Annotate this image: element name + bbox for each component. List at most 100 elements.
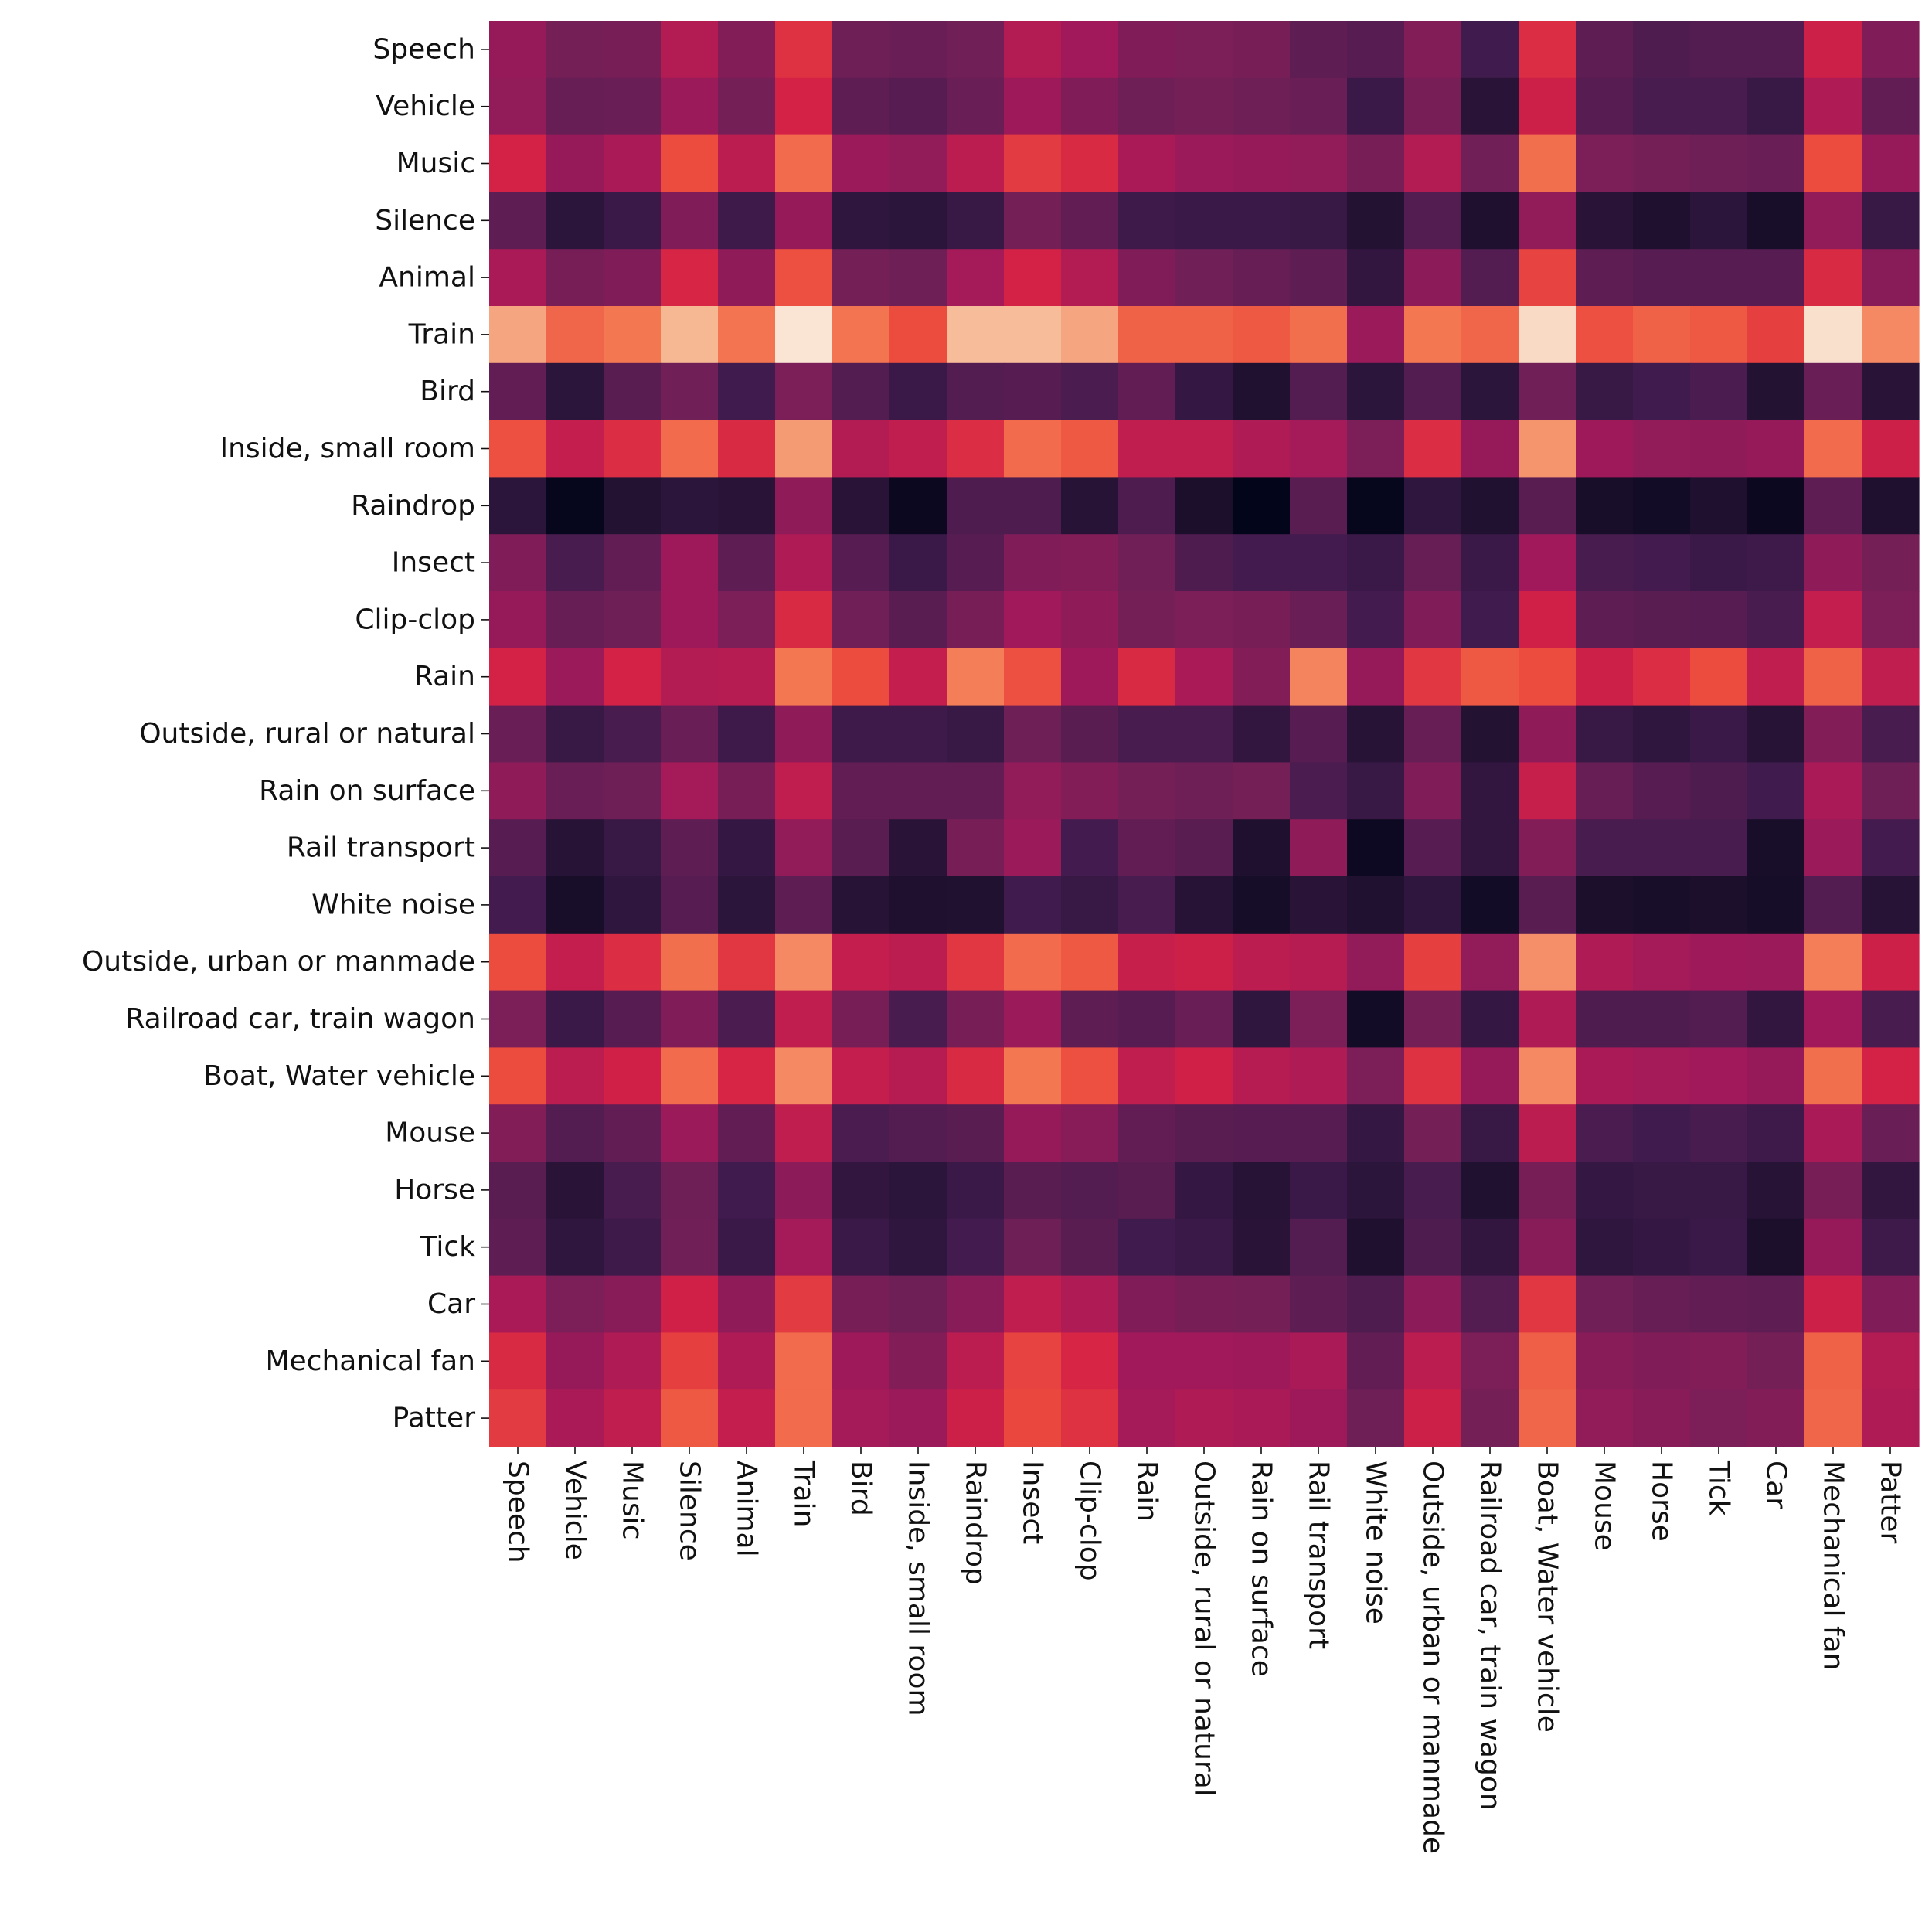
heatmap-cell bbox=[1690, 933, 1748, 992]
heatmap-cell bbox=[1118, 477, 1176, 535]
heatmap-cell bbox=[546, 933, 604, 992]
heatmap-cell bbox=[718, 1332, 776, 1390]
heatmap-cell bbox=[1404, 134, 1462, 192]
heatmap-cell bbox=[1519, 591, 1577, 649]
heatmap-cell bbox=[604, 705, 662, 763]
heatmap-cell bbox=[1347, 1104, 1405, 1162]
heatmap-cell bbox=[947, 1162, 1005, 1219]
heatmap-cell bbox=[489, 1389, 547, 1447]
heatmap-cell bbox=[1290, 705, 1348, 763]
heatmap-cell bbox=[832, 1275, 890, 1333]
heatmap-cell bbox=[1290, 77, 1348, 136]
heatmap-cell bbox=[832, 477, 890, 535]
heatmap-cell bbox=[947, 648, 1005, 706]
heatmap-cell bbox=[1061, 477, 1119, 535]
heatmap-cell bbox=[661, 1332, 719, 1390]
heatmap-cell bbox=[718, 534, 776, 592]
heatmap-cell bbox=[1576, 306, 1634, 364]
heatmap-cell bbox=[489, 1218, 547, 1277]
heatmap-cell bbox=[1747, 134, 1805, 192]
heatmap-cell bbox=[1576, 477, 1634, 535]
heatmap-cell bbox=[1690, 192, 1748, 250]
heatmap-cell bbox=[489, 134, 547, 192]
heatmap-cell bbox=[1576, 1104, 1634, 1162]
heatmap-cell bbox=[775, 591, 833, 649]
heatmap-cell bbox=[1747, 705, 1805, 763]
heatmap-cell bbox=[1862, 306, 1920, 364]
heatmap-cell bbox=[489, 362, 547, 421]
x-tick-label: Rain bbox=[1131, 1461, 1163, 1522]
heatmap-cell bbox=[1633, 477, 1691, 535]
heatmap-cell bbox=[1061, 1275, 1119, 1333]
heatmap-cell bbox=[1862, 534, 1920, 592]
heatmap-cell bbox=[1461, 1218, 1519, 1277]
heatmap-cell bbox=[1633, 819, 1691, 877]
heatmap-cell bbox=[661, 762, 719, 820]
heatmap-cell bbox=[1633, 249, 1691, 307]
heatmap-cell bbox=[546, 876, 604, 934]
heatmap-cell bbox=[832, 1218, 890, 1277]
heatmap-cell bbox=[1118, 591, 1176, 649]
heatmap-cell bbox=[1404, 1275, 1462, 1333]
heatmap-cell bbox=[1004, 705, 1062, 763]
heatmap-cell bbox=[775, 876, 833, 934]
heatmap-cell bbox=[1633, 933, 1691, 992]
heatmap-cell bbox=[1633, 1218, 1691, 1277]
heatmap-cell bbox=[889, 1162, 947, 1219]
y-tick-label: Silence bbox=[375, 205, 475, 236]
heatmap-cell bbox=[1175, 705, 1233, 763]
heatmap-cell bbox=[832, 21, 890, 79]
heatmap-cell bbox=[1175, 77, 1233, 136]
heatmap-cell bbox=[1118, 362, 1176, 421]
heatmap-cell bbox=[1175, 1047, 1233, 1105]
heatmap-cell bbox=[1118, 21, 1176, 79]
heatmap-cell bbox=[947, 362, 1005, 421]
heatmap-cell bbox=[1004, 21, 1062, 79]
heatmap-cell bbox=[1004, 648, 1062, 706]
heatmap-cell bbox=[718, 362, 776, 421]
heatmap-cell bbox=[832, 420, 890, 478]
heatmap-cell bbox=[1633, 362, 1691, 421]
heatmap-cell bbox=[1061, 362, 1119, 421]
heatmap-cell bbox=[1233, 1104, 1291, 1162]
heatmap-cell bbox=[889, 876, 947, 934]
heatmap-cell bbox=[1804, 705, 1862, 763]
heatmap-cell bbox=[1004, 134, 1062, 192]
heatmap-cell bbox=[604, 306, 662, 364]
heatmap-cell bbox=[889, 192, 947, 250]
heatmap-cell bbox=[1690, 77, 1748, 136]
heatmap-cell bbox=[1004, 1104, 1062, 1162]
heatmap-cell bbox=[1519, 819, 1577, 877]
heatmap-cell bbox=[1690, 249, 1748, 307]
heatmap-cell bbox=[489, 534, 547, 592]
heatmap-cell bbox=[889, 134, 947, 192]
heatmap-cell bbox=[1576, 876, 1634, 934]
heatmap-cell bbox=[1690, 21, 1748, 79]
heatmap-cell bbox=[1061, 933, 1119, 992]
heatmap-cell bbox=[661, 192, 719, 250]
heatmap-cell bbox=[604, 1332, 662, 1390]
heatmap-cell bbox=[832, 1162, 890, 1219]
heatmap-cell bbox=[947, 1275, 1005, 1333]
heatmap-cell bbox=[1004, 1275, 1062, 1333]
heatmap-cell bbox=[1175, 192, 1233, 250]
heatmap-cell bbox=[1633, 1389, 1691, 1447]
heatmap-cell bbox=[489, 1275, 547, 1333]
heatmap-cell bbox=[1576, 591, 1634, 649]
heatmap-cell bbox=[1519, 1389, 1577, 1447]
heatmap-cell bbox=[489, 249, 547, 307]
y-tick-label: Music bbox=[396, 148, 475, 179]
heatmap-cell bbox=[1461, 876, 1519, 934]
heatmap-cell bbox=[1862, 249, 1920, 307]
heatmap-cell bbox=[718, 77, 776, 136]
heatmap-cell bbox=[661, 1162, 719, 1219]
heatmap-cell bbox=[661, 534, 719, 592]
heatmap-cell bbox=[1290, 362, 1348, 421]
heatmap-cell bbox=[1690, 819, 1748, 877]
heatmap-cell bbox=[889, 306, 947, 364]
heatmap-cell bbox=[1290, 192, 1348, 250]
heatmap-cell bbox=[1118, 648, 1176, 706]
heatmap-cell bbox=[1004, 306, 1062, 364]
heatmap-cell bbox=[1004, 1218, 1062, 1277]
x-tick-label: Raindrop bbox=[960, 1461, 992, 1585]
